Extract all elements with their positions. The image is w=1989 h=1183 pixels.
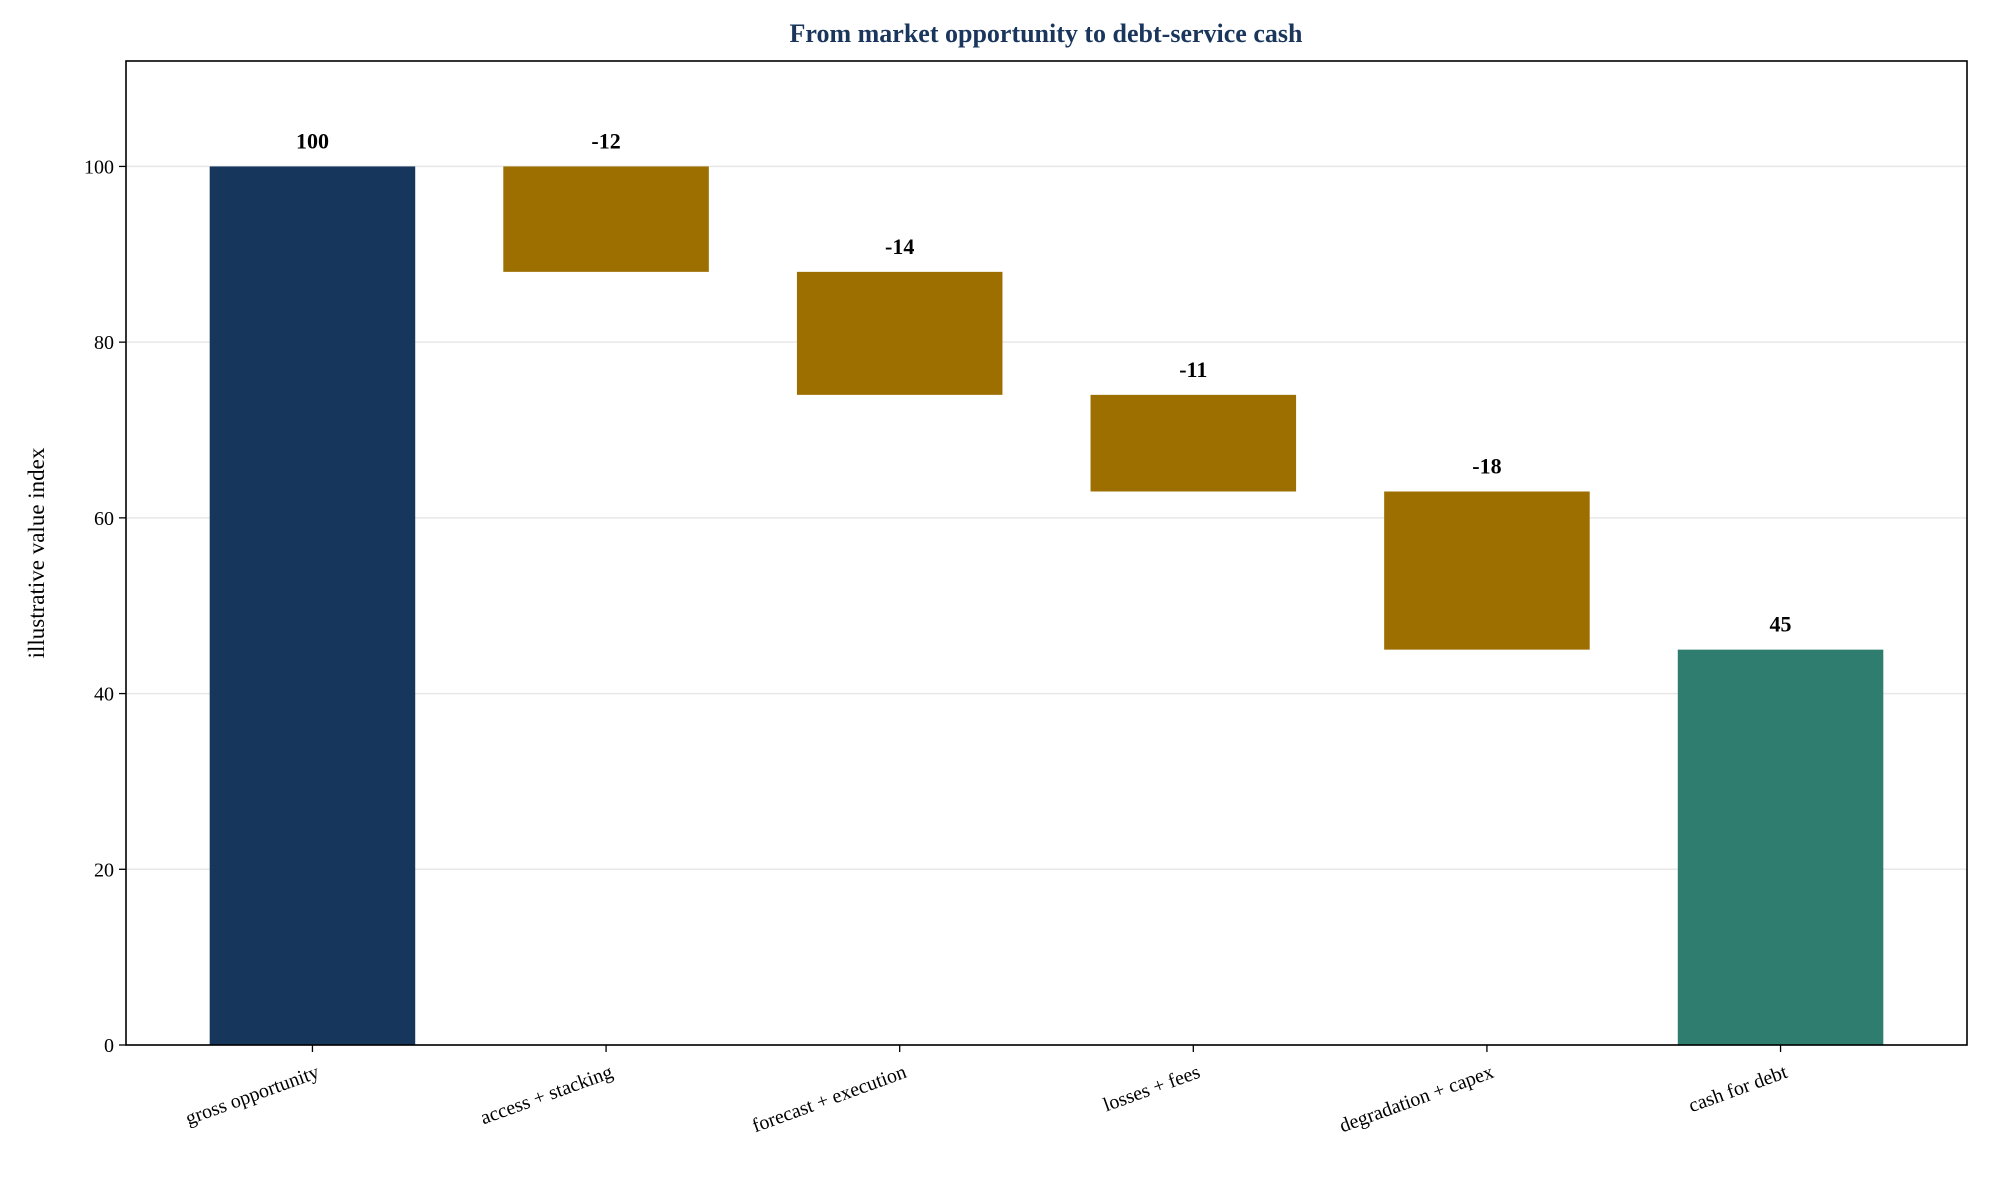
bar — [1384, 491, 1590, 650]
y-tick-label: 100 — [84, 156, 114, 178]
chart-title: From market opportunity to debt-service … — [790, 19, 1303, 48]
bar — [1090, 394, 1297, 492]
y-tick-label: 60 — [94, 508, 114, 530]
x-tick-label: losses + fees — [1100, 1061, 1203, 1116]
x-tick-label: gross opportunity — [183, 1061, 323, 1130]
value-label: 100 — [296, 128, 329, 153]
bar — [796, 271, 1003, 395]
bar — [1677, 649, 1884, 1045]
y-tick-label: 40 — [94, 684, 114, 706]
value-label: 45 — [1770, 612, 1792, 637]
plot-frame — [125, 60, 1968, 1046]
y-axis-label: illustrative value index — [24, 447, 49, 658]
x-tick-label: forecast + execution — [749, 1061, 909, 1137]
x-tick-label: degradation + capex — [1337, 1061, 1497, 1137]
x-tick-label: access + stacking — [478, 1061, 616, 1129]
y-tick-label: 80 — [94, 332, 114, 354]
y-tick-label: 20 — [94, 859, 114, 881]
value-label: -12 — [591, 128, 620, 153]
y-tick-label: 0 — [104, 1035, 114, 1057]
x-tick-label: cash for debt — [1686, 1061, 1791, 1117]
value-label: -14 — [885, 234, 914, 259]
bar — [209, 166, 416, 1045]
bar — [503, 166, 709, 272]
value-label: -18 — [1472, 454, 1501, 479]
value-label: -11 — [1179, 357, 1207, 382]
